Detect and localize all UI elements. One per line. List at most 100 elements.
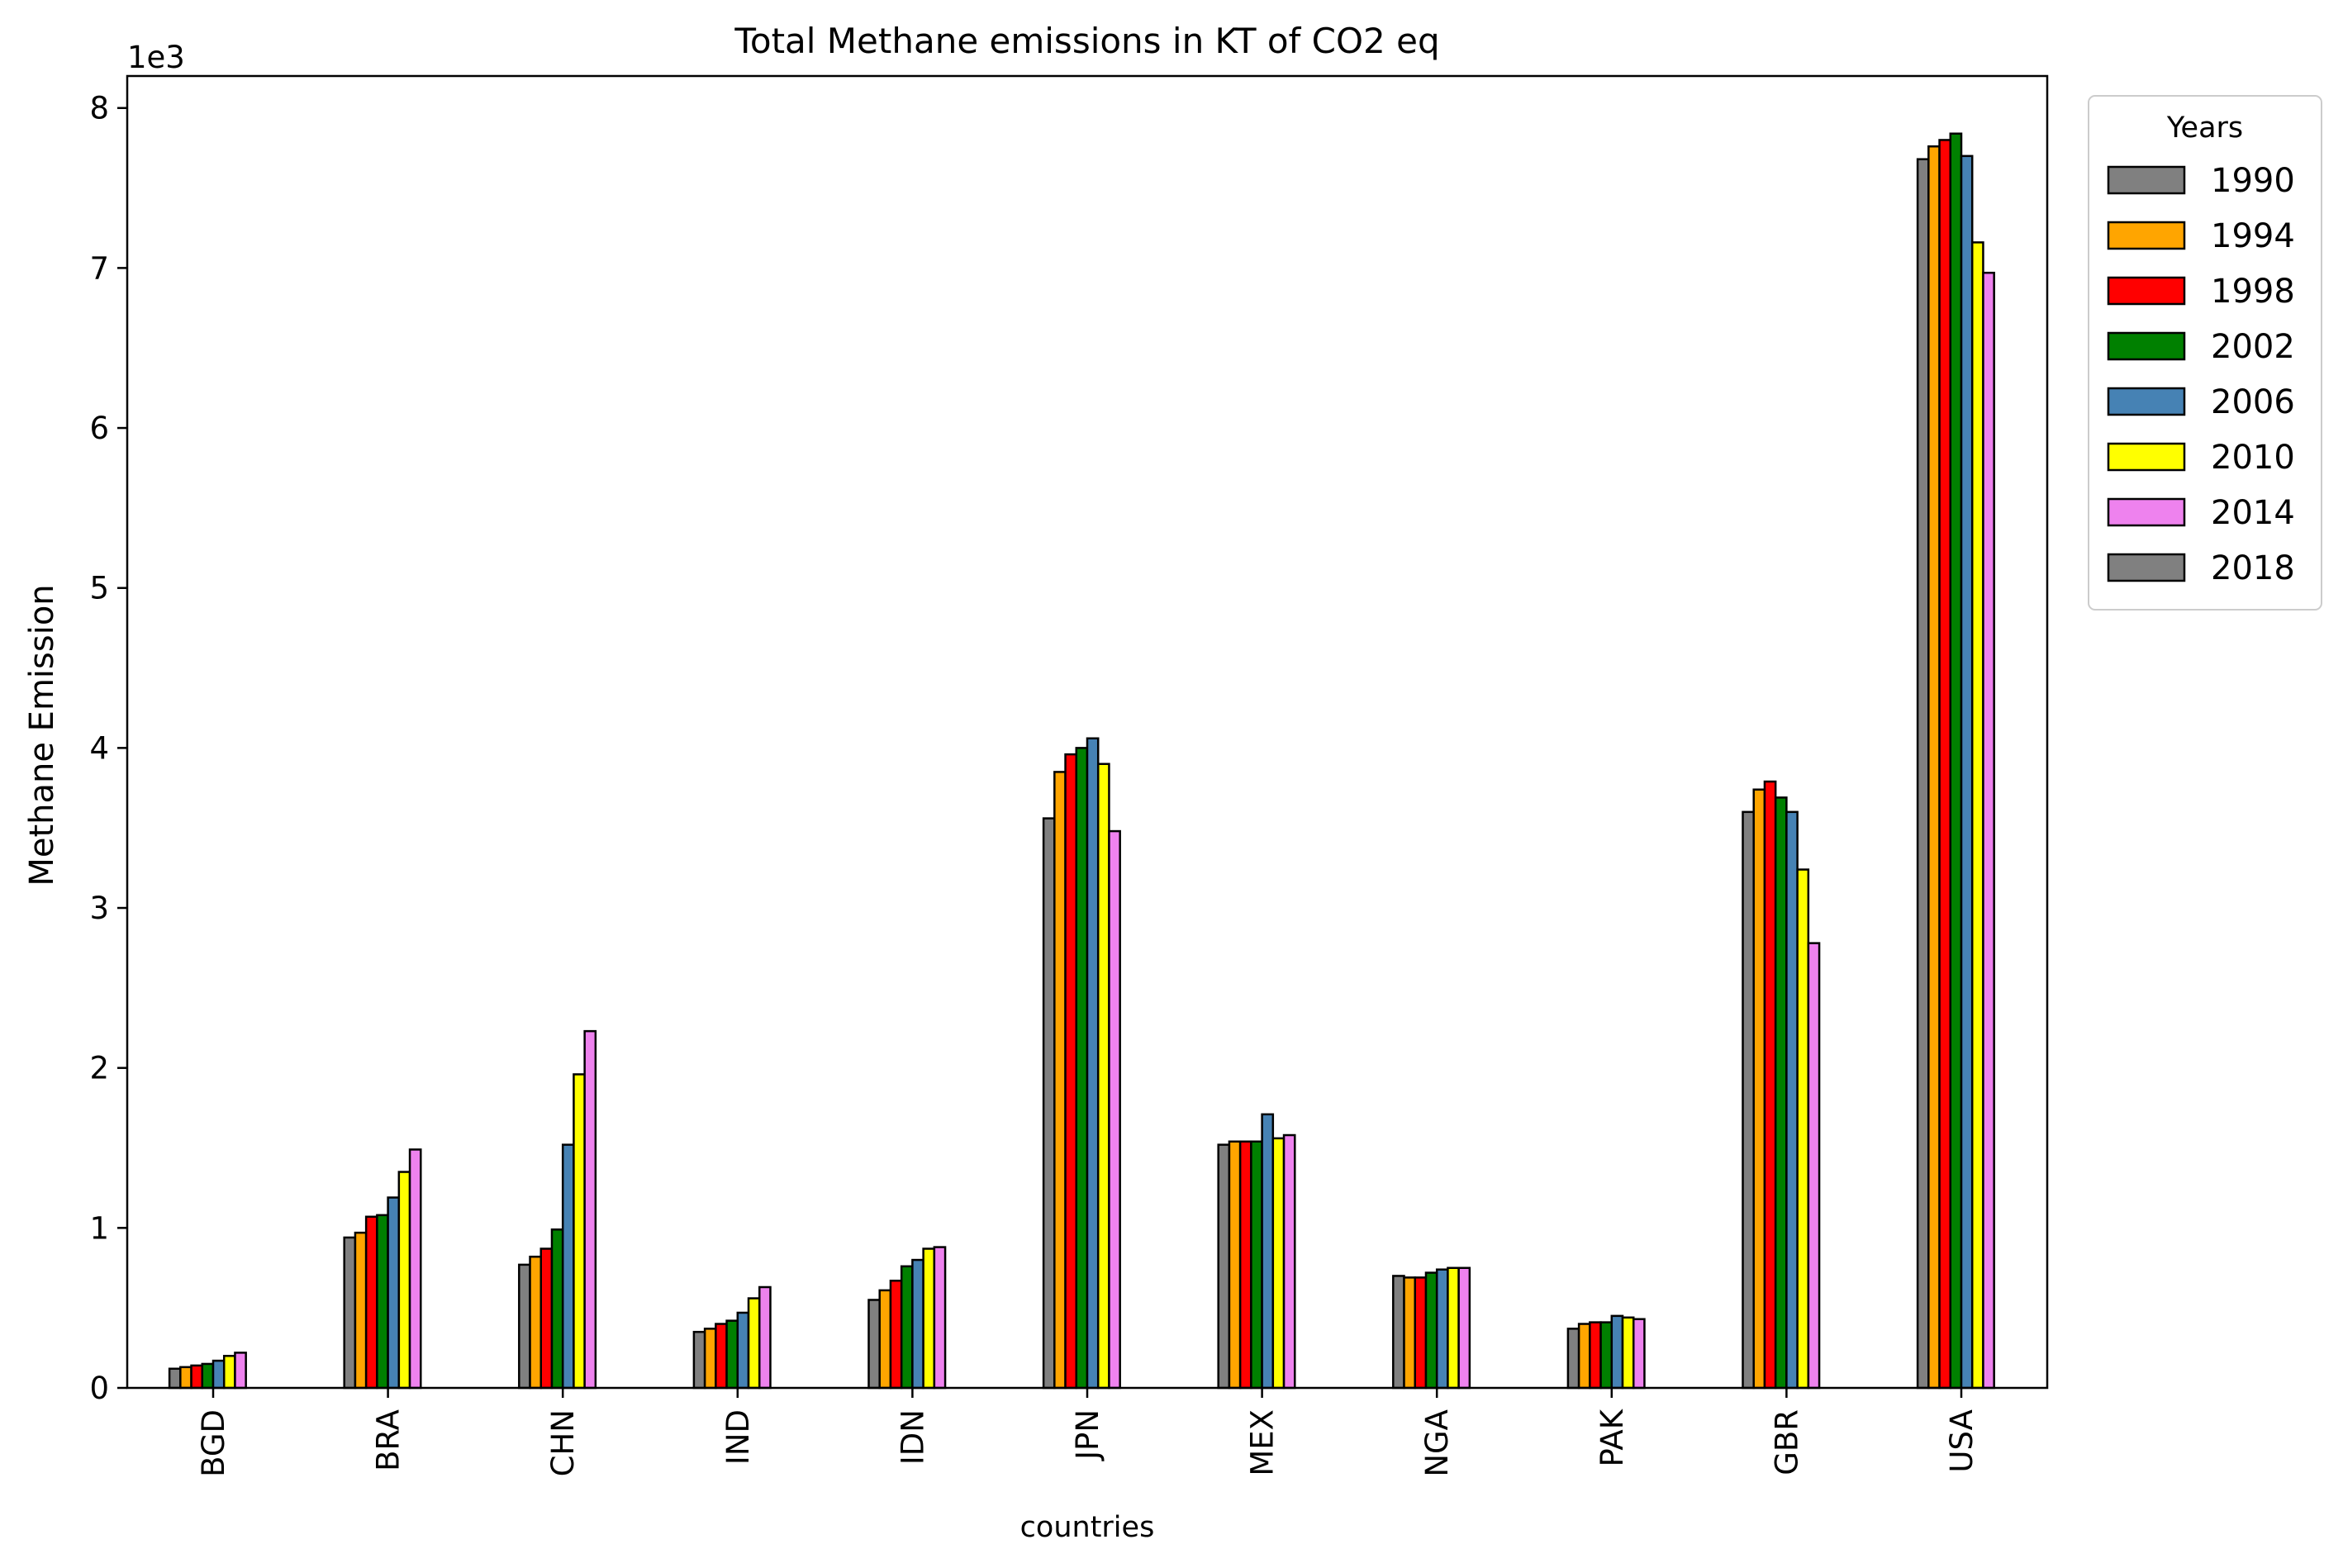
legend-swatch-1998 [2107, 276, 2186, 306]
bar-idn-2006 [911, 1258, 924, 1390]
legend-swatch-1994 [2107, 221, 2186, 250]
y-tick-label: 1 [89, 1210, 109, 1246]
bar-bra-2014 [408, 1148, 422, 1390]
legend-label-2010: 2010 [2211, 439, 2295, 477]
y-ticks-group: 0 1 2 3 4 5 6 7 8 [89, 91, 127, 1406]
bar-bra-2006 [387, 1196, 401, 1390]
x-tick-label-mex: MEX [1245, 1409, 1281, 1476]
y-tick-label: 8 [89, 91, 109, 126]
x-tick-label-usa: USA [1944, 1409, 1979, 1473]
bar-mex-2014 [1282, 1133, 1296, 1390]
bar-jpn-1998 [1064, 753, 1078, 1390]
y-tick-label: 6 [89, 411, 109, 446]
bar-nga-1990 [1392, 1275, 1405, 1390]
bar-gbr-2006 [1785, 810, 1799, 1390]
y-tick-label: 5 [89, 571, 109, 606]
bar-nga-2006 [1435, 1268, 1449, 1390]
bar-gbr-2002 [1774, 796, 1788, 1390]
legend-swatch-2018 [2107, 553, 2186, 582]
legend-items: 1990 1994 1998 2002 2006 2010 2014 2018 [2107, 162, 2295, 587]
x-tick-label-nga: NGA [1419, 1409, 1455, 1477]
bar-usa-2010 [1970, 241, 1984, 1390]
bar-idn-1994 [878, 1289, 892, 1390]
bar-bra-1998 [364, 1215, 378, 1390]
bar-chn-1990 [518, 1263, 531, 1390]
bar-usa-2006 [1960, 154, 1974, 1390]
bar-bra-2002 [376, 1214, 389, 1390]
bar-pak-1990 [1566, 1328, 1580, 1390]
y-tick-label: 3 [89, 891, 109, 926]
y-axis-label: Methane Emission [23, 584, 61, 886]
legend-label-2002: 2002 [2211, 328, 2295, 366]
bar-mex-1998 [1238, 1140, 1252, 1390]
bar-pak-1994 [1577, 1323, 1591, 1390]
bar-ind-1990 [692, 1330, 706, 1390]
bar-bgd-2006 [211, 1359, 226, 1390]
bar-pak-2014 [1632, 1318, 1646, 1390]
bar-mex-2002 [1250, 1140, 1263, 1390]
bar-gbr-1994 [1752, 788, 1766, 1390]
bar-chn-2002 [550, 1228, 564, 1390]
legend: Years 1990 1994 1998 2002 2006 2010 2014 2018 [2088, 95, 2322, 611]
bar-ind-2010 [747, 1297, 761, 1390]
y-axis-multiplier: 1e3 [127, 40, 185, 75]
legend-label-2014: 2014 [2211, 494, 2295, 532]
bar-usa-2014 [1982, 271, 1995, 1390]
bar-gbr-2014 [1807, 942, 1821, 1390]
x-tick-label-chn: CHN [545, 1409, 581, 1476]
bar-usa-1990 [1916, 158, 1930, 1390]
legend-label-1998: 1998 [2211, 273, 2295, 311]
bar-pak-2002 [1599, 1321, 1613, 1390]
x-tick-label-bra: BRA [371, 1409, 406, 1471]
bar-nga-1998 [1414, 1276, 1428, 1390]
bar-nga-1994 [1403, 1276, 1416, 1390]
legend-swatch-2002 [2107, 331, 2186, 361]
bar-gbr-1990 [1742, 810, 1755, 1390]
bar-usa-1994 [1927, 145, 1941, 1390]
legend-swatch-2006 [2107, 387, 2186, 416]
bar-idn-2010 [922, 1247, 936, 1390]
legend-label-2006: 2006 [2211, 383, 2295, 421]
plot-frame [126, 74, 2049, 1390]
bar-usa-1998 [1938, 139, 1952, 1390]
bar-jpn-1994 [1053, 771, 1067, 1390]
legend-label-1990: 1990 [2211, 162, 2295, 200]
bar-bra-2010 [397, 1171, 411, 1390]
bar-chn-2006 [561, 1143, 575, 1390]
bar-gbr-1998 [1763, 780, 1777, 1390]
bar-ind-2006 [736, 1311, 750, 1390]
bar-jpn-2002 [1075, 747, 1089, 1390]
bar-jpn-2010 [1096, 763, 1110, 1390]
bar-jpn-2014 [1108, 829, 1121, 1390]
bar-chn-1998 [539, 1247, 554, 1390]
bar-bra-1990 [343, 1236, 357, 1390]
bar-chn-2014 [583, 1029, 597, 1390]
bar-bgd-2010 [222, 1355, 236, 1390]
bar-usa-2002 [1949, 132, 1963, 1390]
y-tick-label: 7 [89, 250, 109, 286]
bar-mex-1994 [1228, 1140, 1242, 1390]
legend-label-1994: 1994 [2211, 217, 2295, 255]
bar-chn-2010 [573, 1073, 586, 1390]
bar-idn-2002 [900, 1265, 914, 1390]
bar-bgd-1994 [179, 1366, 192, 1390]
bar-bgd-2002 [201, 1362, 215, 1390]
bar-pak-2006 [1610, 1314, 1624, 1390]
bar-ind-2002 [725, 1319, 739, 1390]
x-tick-label-ind: IND [720, 1409, 756, 1465]
bar-bgd-1990 [168, 1367, 182, 1390]
bar-pak-2010 [1621, 1316, 1635, 1390]
bar-pak-1998 [1589, 1321, 1602, 1390]
legend-label-2018: 2018 [2211, 549, 2295, 587]
bar-bgd-1998 [190, 1364, 204, 1390]
bar-chn-1994 [529, 1255, 543, 1390]
bar-idn-1998 [889, 1280, 903, 1390]
x-tick-label-idn: IDN [895, 1409, 930, 1465]
bar-mex-2006 [1261, 1113, 1275, 1390]
bar-ind-2014 [758, 1285, 772, 1390]
bar-nga-2002 [1424, 1271, 1438, 1390]
chart-title: Total Methane emissions in KT of CO2 eq [734, 21, 1439, 61]
bar-jpn-2006 [1086, 737, 1100, 1390]
x-axis-label: countries [1020, 1511, 1155, 1544]
